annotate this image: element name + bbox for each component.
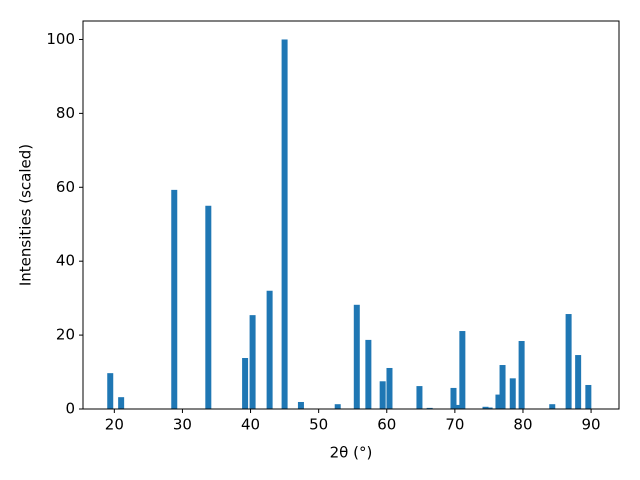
bar	[486, 407, 493, 409]
bar	[334, 404, 341, 409]
x-axis-label: 2θ (°)	[330, 444, 373, 462]
y-tick-label: 20	[56, 326, 75, 344]
y-tick-label: 0	[65, 400, 75, 418]
x-tick-label: 90	[582, 416, 601, 434]
bar	[416, 386, 423, 409]
plot-frame	[82, 20, 620, 410]
bar	[585, 384, 592, 409]
bar	[118, 397, 125, 409]
x-tick-label: 70	[445, 416, 464, 434]
bar	[107, 373, 114, 409]
bar	[549, 404, 556, 409]
bar	[266, 290, 273, 409]
y-tick-label: 80	[56, 104, 75, 122]
bar	[565, 314, 572, 409]
bar	[297, 401, 304, 409]
bar	[379, 381, 386, 409]
bar	[205, 205, 212, 409]
x-tick-label: 30	[173, 416, 192, 434]
x-tick-label: 60	[377, 416, 396, 434]
x-tick-label: 20	[105, 416, 124, 434]
bar	[450, 387, 457, 409]
bar	[453, 404, 460, 409]
bar	[426, 407, 433, 409]
bar	[459, 331, 466, 409]
bar	[353, 304, 360, 409]
bar	[482, 406, 489, 409]
x-tick-label: 50	[309, 416, 328, 434]
x-tick-label: 80	[513, 416, 532, 434]
bar	[171, 189, 178, 409]
x-tick-label: 40	[241, 416, 260, 434]
bar	[495, 394, 502, 409]
bar	[509, 378, 516, 409]
bar	[365, 339, 372, 409]
y-axis-label: Intensities (scaled)	[17, 144, 35, 286]
bar	[499, 365, 506, 409]
y-tick-label: 40	[56, 252, 75, 270]
bar	[281, 39, 288, 409]
bar	[386, 367, 393, 409]
bar	[518, 341, 525, 409]
bar	[575, 355, 582, 409]
y-tick-label: 60	[56, 178, 75, 196]
y-tick-label: 100	[46, 30, 75, 48]
bar	[249, 315, 256, 409]
bar	[242, 358, 249, 409]
